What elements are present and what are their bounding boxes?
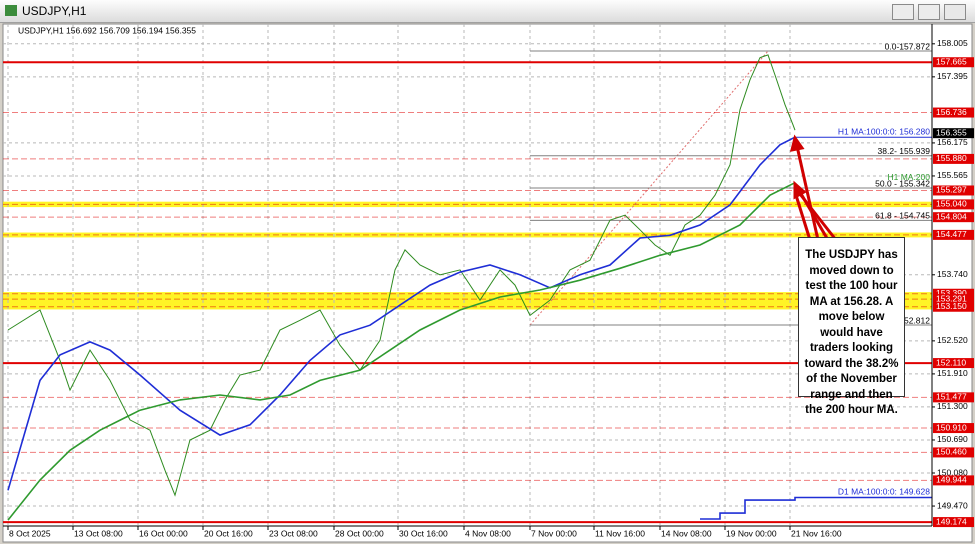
chart-header: USDJPY,H1 156.692 156.709 156.194 156.35… [18, 25, 196, 35]
level-tag [933, 107, 974, 118]
level-label: 153.390 [936, 288, 967, 298]
level-tag [933, 229, 974, 240]
x-tick-label: 13 Oct 08:00 [74, 528, 123, 538]
x-tick-label: 8 Oct 2025 [9, 528, 51, 538]
maximize-button[interactable] [918, 4, 940, 20]
minimize-button[interactable] [892, 4, 914, 20]
x-tick-label: 30 Oct 16:00 [399, 528, 448, 538]
level-label: 149.174 [936, 516, 967, 526]
y-tick-label: 151.300 [937, 401, 968, 411]
level-tag [933, 294, 974, 305]
series-line [7, 181, 796, 521]
y-tick-label: 156.175 [937, 137, 968, 147]
window-icon [5, 5, 17, 16]
level-tag [933, 475, 974, 486]
level-label: 153.291 [936, 293, 967, 303]
legend-label: D1 MA:100:0:0: 149.628 [838, 487, 930, 497]
fib-label: 38.2- 155.939 [878, 146, 931, 156]
level-tag [933, 185, 974, 196]
arrows [789, 134, 838, 241]
y-tick-label: 153.740 [937, 269, 968, 279]
level-label: 149.944 [936, 475, 967, 485]
level-tag [933, 392, 974, 403]
level-label: 153.150 [936, 301, 967, 311]
legend-label: H1 MA:100:0:0: 156.280 [838, 126, 930, 136]
level-tag [933, 423, 974, 434]
series-line [7, 54, 796, 497]
x-tick-label: 21 Nov 16:00 [791, 528, 842, 538]
y-tick-label: 150.080 [937, 467, 968, 477]
close-button[interactable] [944, 4, 966, 20]
y-tick-label: 155.565 [937, 170, 968, 180]
y-tick-label: 150.690 [937, 434, 968, 444]
level-tag [933, 517, 974, 528]
y-tick-label: 151.910 [937, 368, 968, 378]
level-label: 155.880 [936, 153, 967, 163]
x-tick-label: 23 Oct 08:00 [269, 528, 318, 538]
fib-label: 50.0 - 155.342 [875, 178, 930, 188]
x-tick-label: 14 Nov 08:00 [661, 528, 712, 538]
series-line [700, 496, 932, 520]
legend-label: H1 MA:200 [887, 172, 930, 182]
x-tick-label: 20 Oct 16:00 [204, 528, 253, 538]
level-label: 157.665 [936, 56, 967, 66]
level-label: 150.910 [936, 422, 967, 432]
x-tick-label: 28 Oct 00:00 [335, 528, 384, 538]
title-bar: USDJPY,H1 [0, 0, 975, 23]
y-tick-label: 152.520 [937, 335, 968, 345]
annotation-box: The USDJPY has moved down to test the 10… [798, 237, 905, 416]
y-tick-label: 149.470 [937, 500, 968, 510]
level-label: 150.460 [936, 447, 967, 457]
level-tag [933, 57, 974, 68]
fib-label: 0.0-157.872 [885, 41, 931, 51]
y-tick-label: 157.395 [937, 71, 968, 81]
level-tag [933, 301, 974, 312]
level-tag [933, 447, 974, 458]
level-label: 154.804 [936, 211, 967, 221]
level-tag [933, 153, 974, 164]
level-tag [933, 288, 974, 299]
current-price-tag [933, 128, 974, 139]
x-tick-label: 7 Nov 00:00 [531, 528, 577, 538]
level-label: 154.477 [936, 229, 967, 239]
current-price-label: 156.355 [936, 127, 967, 137]
fib-label: 152.812 [899, 315, 930, 325]
x-tick-label: 11 Nov 16:00 [595, 528, 645, 538]
level-label: 151.477 [936, 392, 967, 402]
x-tick-label: 16 Oct 00:00 [139, 528, 188, 538]
level-tag [933, 212, 974, 223]
y-tick-label: 158.005 [937, 38, 968, 48]
level-tag [933, 199, 974, 210]
level-label: 155.297 [936, 185, 967, 195]
level-label: 152.110 [936, 357, 966, 367]
level-label: 156.736 [936, 107, 967, 117]
level-label: 155.040 [936, 199, 967, 209]
x-tick-label: 19 Nov 00:00 [726, 528, 777, 538]
zone-band [3, 292, 932, 310]
series-line [7, 136, 796, 491]
level-tag [933, 358, 974, 369]
window-title: USDJPY,H1 [22, 4, 87, 18]
x-tick-label: 4 Nov 08:00 [465, 528, 511, 538]
fib-label: 61.8 - 154.745 [875, 211, 930, 221]
